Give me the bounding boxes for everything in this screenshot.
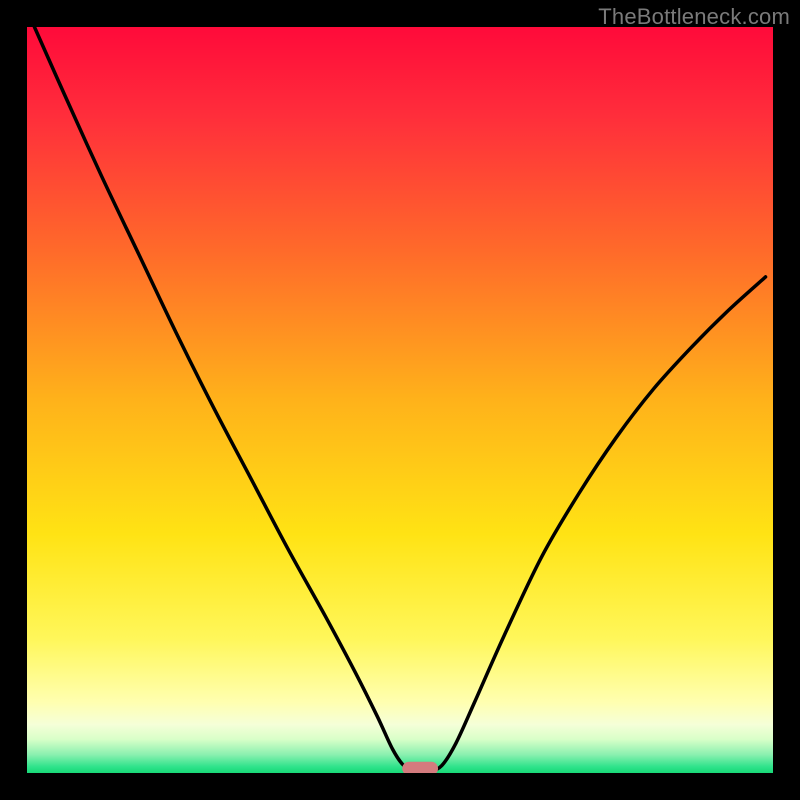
bottleneck-chart: TheBottleneck.com (0, 0, 800, 800)
watermark-label: TheBottleneck.com (598, 4, 790, 30)
chart-background-gradient (27, 27, 773, 773)
chart-svg (0, 0, 800, 800)
